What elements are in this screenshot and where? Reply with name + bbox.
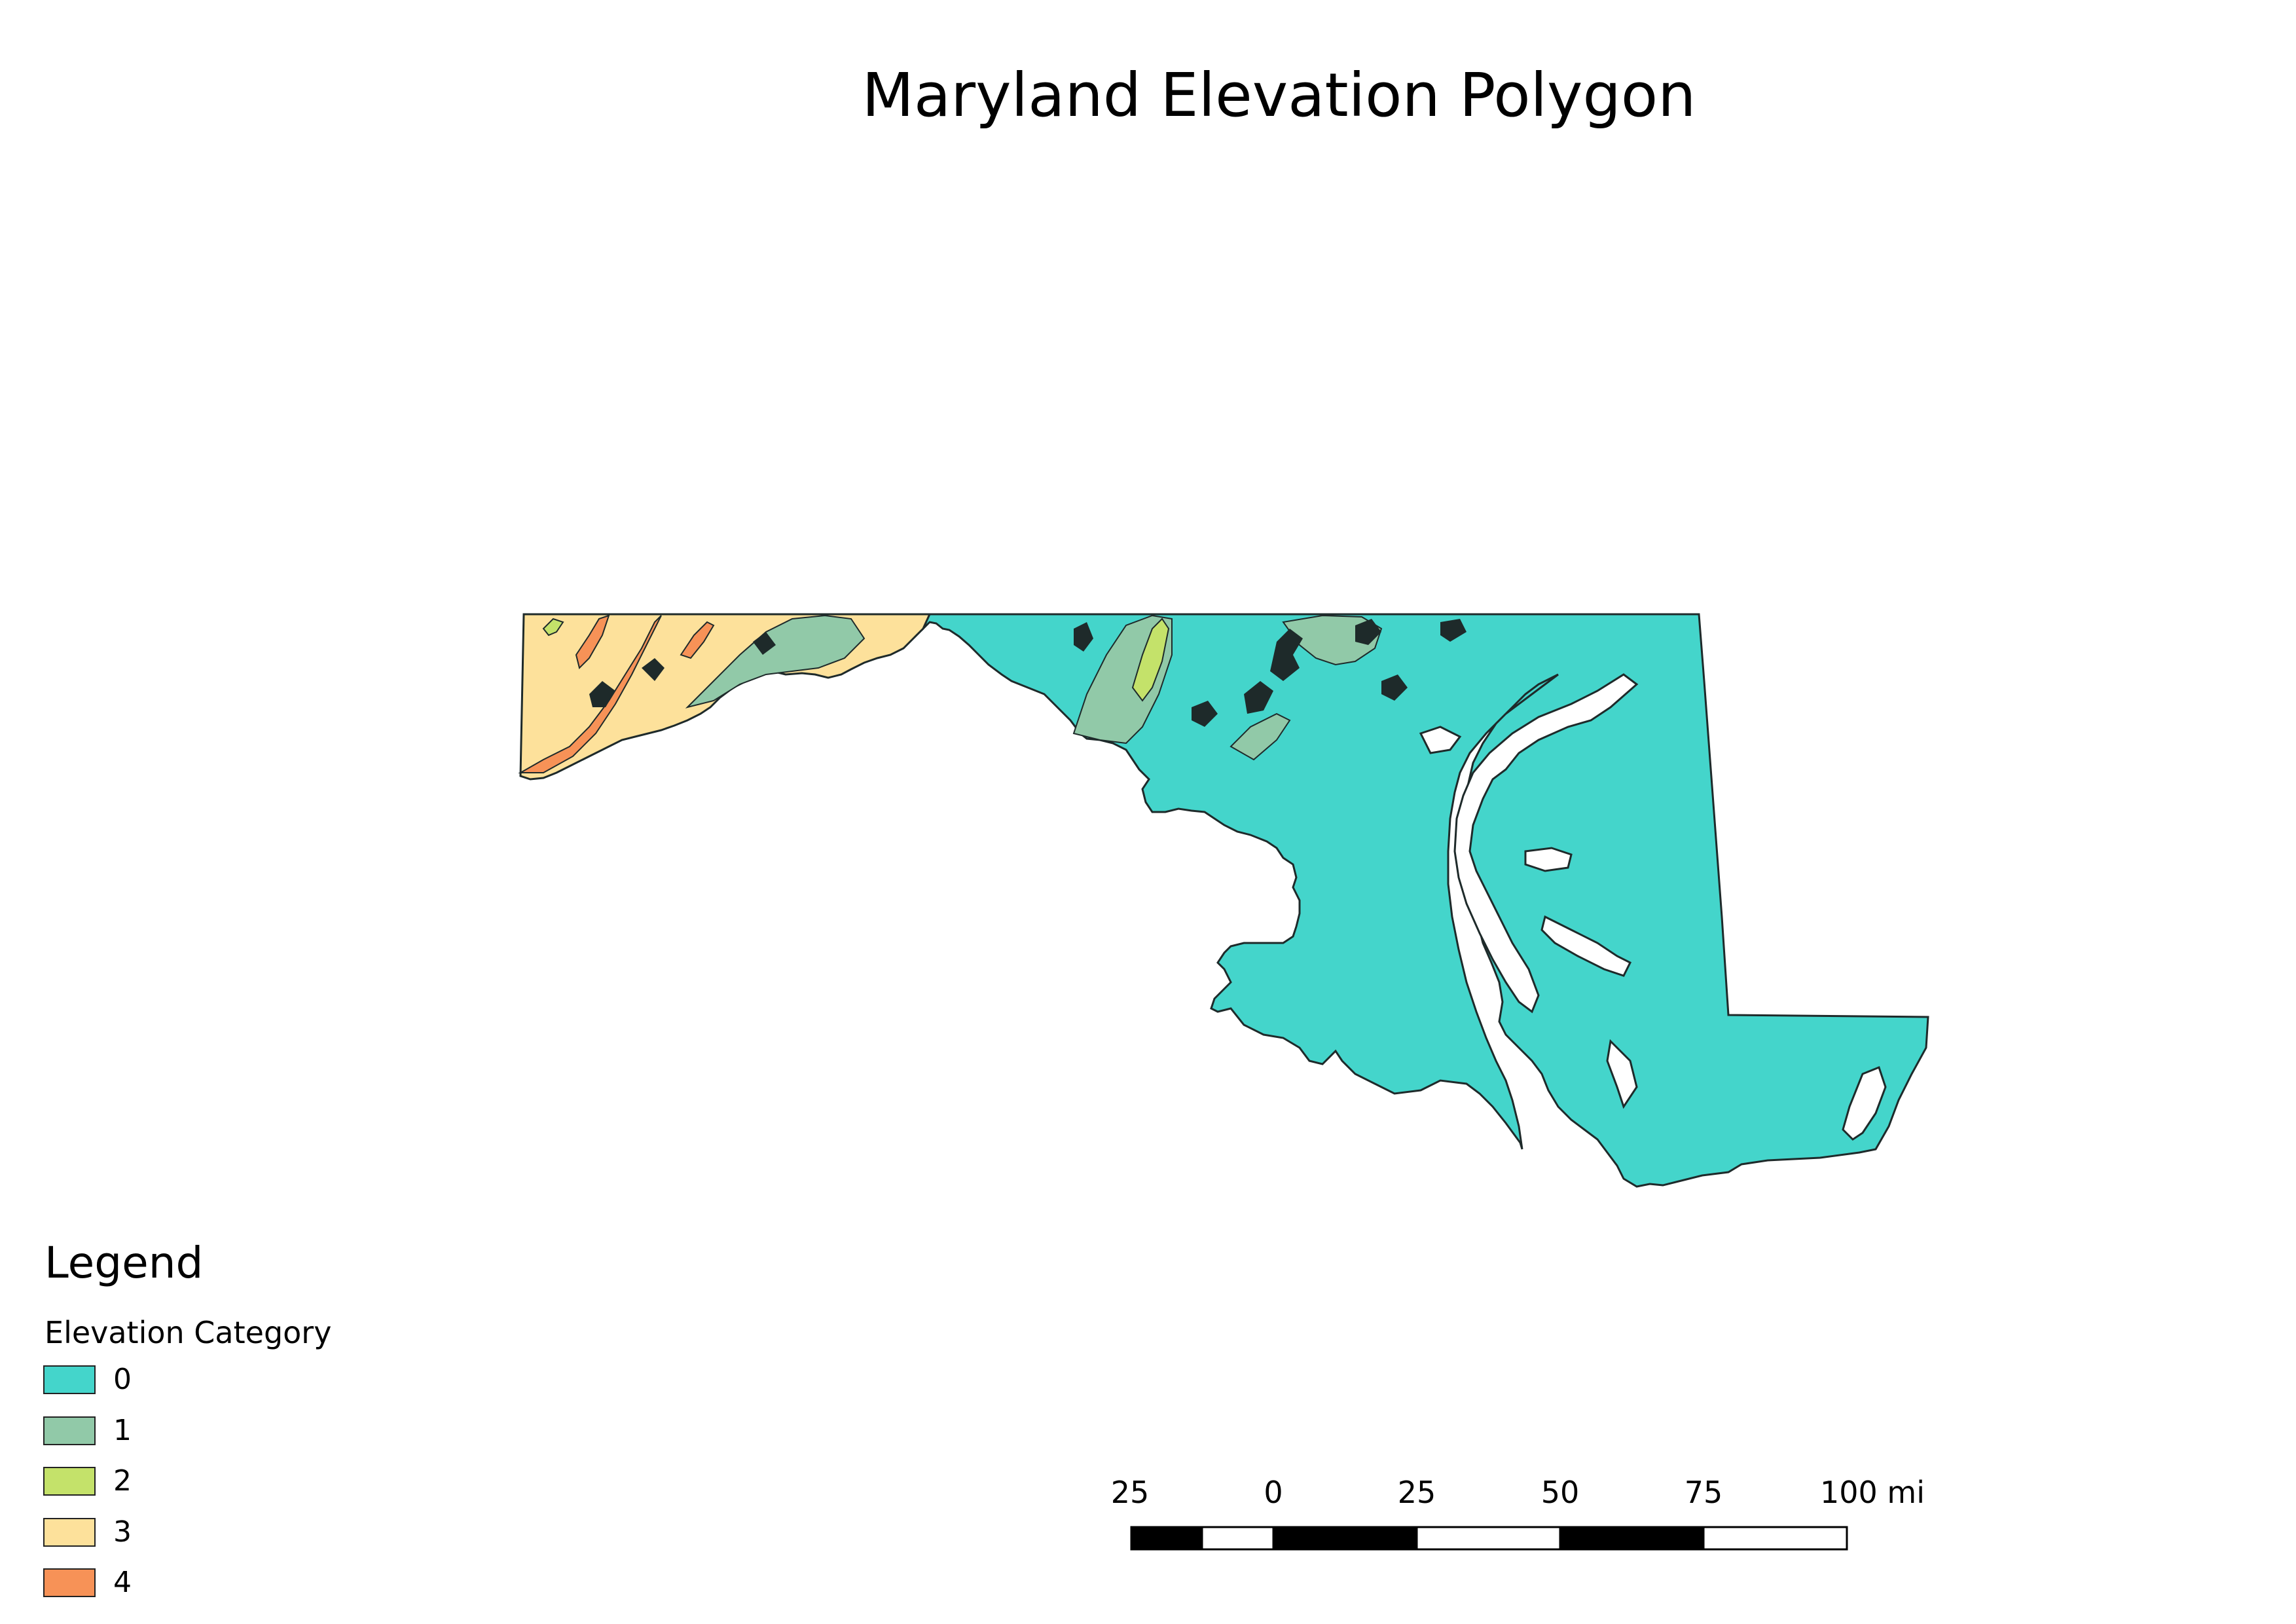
legend-item: 2 [43,1467,132,1518]
bay-tributary [1419,726,1462,754]
legend-swatch [43,1467,96,1496]
category-4-ridge [575,614,610,669]
category-4-ridge [680,621,715,659]
coastal-bay-water [1842,1066,1887,1141]
scale-label: 25 [1397,1475,1436,1510]
legend-title: Legend [45,1238,204,1288]
legend-item: 3 [43,1515,132,1569]
legend-item: 4 [43,1568,132,1619]
legend-swatch [43,1517,96,1547]
legend-swatch [43,1568,96,1597]
bay-tributary [1540,915,1632,977]
scale-label: 25 [1110,1475,1150,1510]
scale-segment [1702,1526,1848,1551]
legend-label: 2 [113,1464,132,1498]
bay-tributary [1606,1039,1638,1109]
legend-swatch [43,1365,96,1394]
scale-label: 50 [1540,1475,1580,1510]
scale-segment [1559,1526,1705,1551]
legend-subtitle: Elevation Category [45,1315,332,1350]
dense-contour-cluster [589,619,1467,727]
scale-segment [1272,1526,1418,1551]
legend-swatch [43,1416,96,1445]
map-title: Maryland Elevation Polygon [862,60,1696,130]
category-2-region [542,618,564,637]
scale-label: 0 [1264,1475,1283,1510]
legend-item: 1 [43,1416,132,1467]
legend-list: 0 1 2 3 4 [43,1365,132,1619]
scale-segment [1130,1526,1203,1551]
category-1-region [685,614,866,709]
legend-item: 0 [43,1365,132,1416]
scale-segment [1201,1526,1275,1551]
chesapeake-bay-water [1453,673,1639,1014]
scale-segment [1415,1526,1561,1551]
scale-bar [1130,1526,1848,1551]
category-4-ridge [518,615,662,773]
legend-label: 1 [113,1413,132,1447]
category-2-region [1131,618,1170,702]
maryland-mainland-polygon [922,613,1929,1188]
bay-tributary [1524,847,1573,872]
scale-label: 75 [1684,1475,1723,1510]
scale-label: 100 mi [1819,1475,1925,1510]
legend-label: 0 [113,1363,132,1396]
western-panhandle-polygon [519,613,932,781]
legend-label: 4 [113,1566,132,1599]
legend-label: 3 [113,1515,132,1549]
category-1-region [1230,712,1291,761]
